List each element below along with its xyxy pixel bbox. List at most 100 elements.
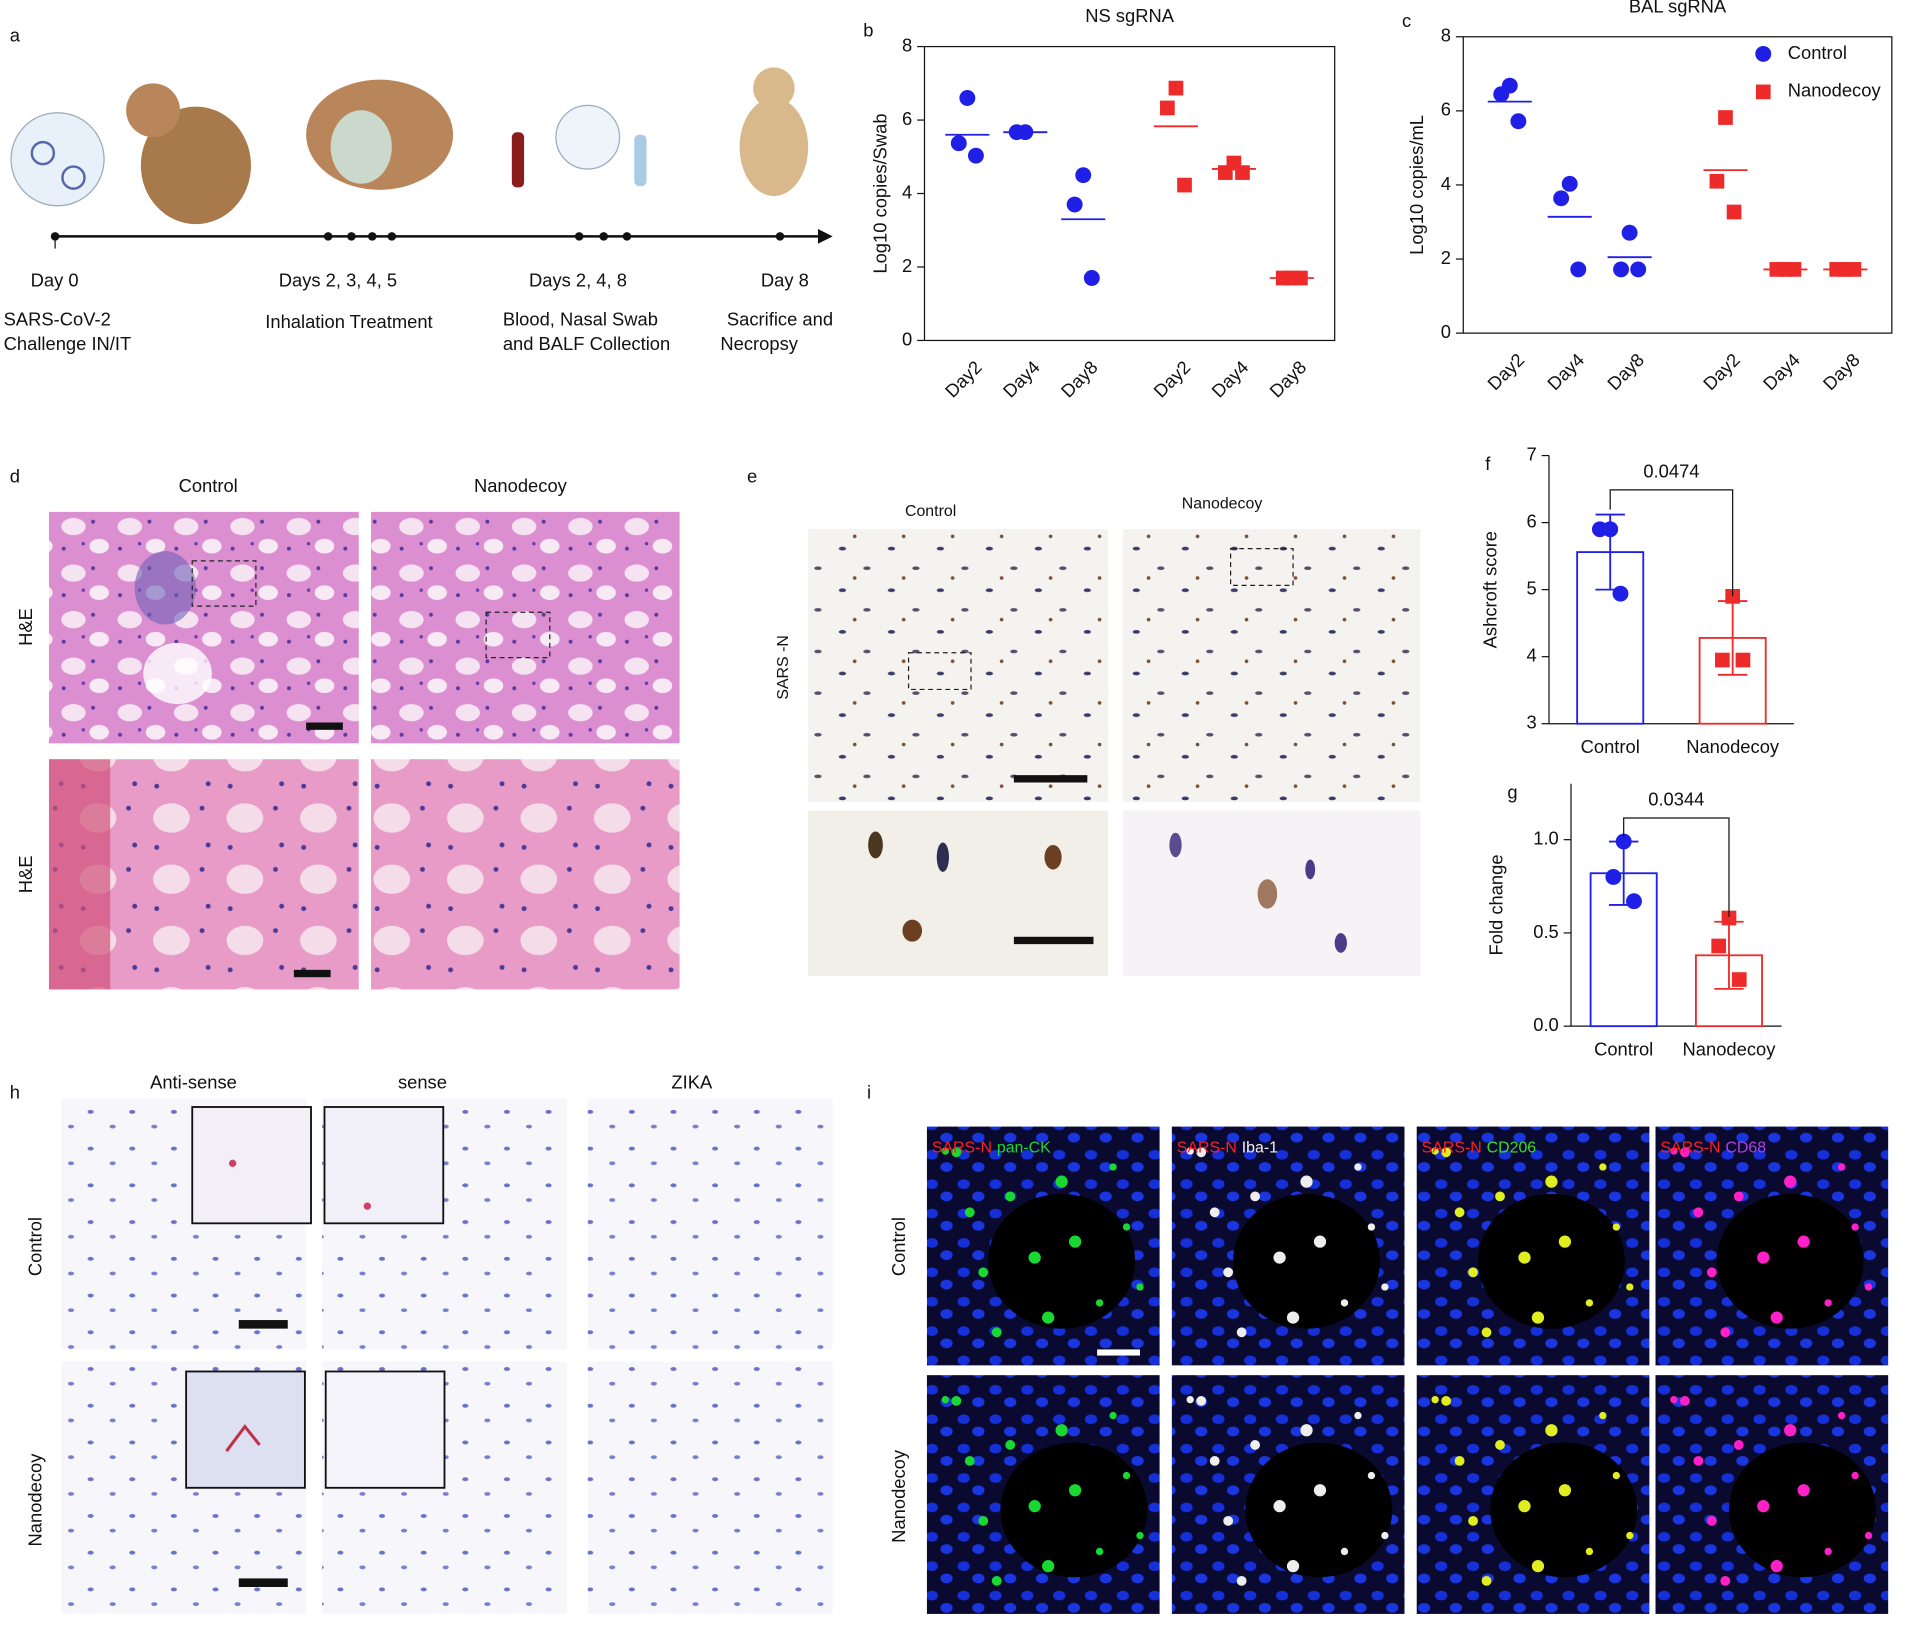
data-point — [1615, 833, 1632, 850]
timeline-ticks — [50, 232, 785, 249]
micrograph — [371, 511, 680, 744]
y-tick-label: 0 — [902, 328, 912, 349]
data-point — [1709, 173, 1725, 189]
signal — [1680, 1395, 1690, 1406]
panel-label: b — [863, 20, 873, 41]
signal — [1005, 1440, 1016, 1450]
signal — [1599, 1163, 1607, 1171]
signal — [1585, 1547, 1594, 1556]
data-point — [1711, 938, 1727, 954]
scale-bar — [306, 722, 343, 730]
signal — [1468, 1515, 1478, 1526]
signal — [1005, 1191, 1016, 1202]
signal — [1626, 1531, 1634, 1540]
lumen — [1728, 1442, 1876, 1578]
cell — [1044, 844, 1062, 870]
stain-name: Iba-1 — [1242, 1140, 1278, 1157]
data-point — [1725, 589, 1740, 604]
x-tick-label: Day2 — [1483, 349, 1528, 394]
signal — [978, 1515, 989, 1526]
signal — [1367, 1223, 1376, 1231]
signal — [1468, 1267, 1478, 1278]
lumen — [1000, 1442, 1148, 1578]
data-point — [1075, 167, 1092, 184]
signal — [1095, 1299, 1104, 1307]
signal — [1706, 1515, 1717, 1526]
x-tick-label: Control — [1594, 1039, 1653, 1060]
signal — [1612, 1223, 1620, 1231]
signal — [1300, 1424, 1313, 1437]
x-tick-label: Day2 — [941, 356, 986, 401]
timepoint: Days 2, 4, 8 — [529, 270, 627, 291]
tick-dot — [50, 232, 60, 241]
data-point — [1626, 893, 1642, 910]
y-tick-label: 8 — [1441, 25, 1451, 46]
signal — [1824, 1299, 1832, 1307]
x-tick-label: Day4 — [1543, 349, 1588, 394]
y-axis-label: Fold change — [1485, 854, 1506, 955]
signal — [1545, 1424, 1558, 1437]
data-point — [1510, 113, 1527, 130]
column-label: Nanodecoy — [474, 475, 568, 496]
signal — [1042, 1560, 1055, 1573]
data-point — [1726, 204, 1742, 220]
cell — [1169, 832, 1182, 858]
scale-bar — [1013, 936, 1094, 945]
signal — [1495, 1191, 1505, 1202]
data-point — [1613, 261, 1630, 278]
x-tick-label: Day4 — [1207, 356, 1252, 401]
timepoint: Day 0 — [31, 270, 79, 291]
signal — [1223, 1267, 1234, 1278]
signal — [1431, 1147, 1439, 1155]
tick-dot — [622, 232, 632, 241]
virus-inset — [10, 112, 105, 207]
signal — [991, 1575, 1002, 1586]
signal — [1770, 1311, 1783, 1324]
signal — [1784, 1424, 1797, 1437]
signal — [1354, 1411, 1362, 1420]
stain-name: SARS-N — [932, 1140, 992, 1157]
signal — [1531, 1311, 1545, 1324]
signal — [1441, 1147, 1452, 1158]
signal — [941, 1147, 949, 1155]
tick-dot — [775, 232, 785, 241]
legend-marker — [1755, 45, 1772, 62]
cell — [1257, 879, 1278, 909]
signal — [1784, 1175, 1797, 1188]
micrograph — [48, 511, 359, 744]
lumen — [988, 1193, 1136, 1329]
zoom-box — [191, 560, 257, 607]
data-point — [1493, 86, 1510, 103]
stain-label: SARS-N pan-CK — [932, 1140, 1051, 1157]
tick-dot — [323, 232, 333, 241]
signal — [1300, 1175, 1313, 1188]
signal — [1518, 1500, 1531, 1513]
row-label: SARS -N — [775, 635, 792, 700]
signal — [1196, 1395, 1207, 1406]
signal — [1381, 1531, 1389, 1540]
panel-label: g — [1507, 781, 1517, 802]
column-label: ZIKA — [671, 1072, 713, 1093]
description: Challenge IN/IT — [4, 333, 132, 354]
data-point — [1177, 177, 1192, 193]
virus-icon — [61, 165, 86, 190]
bar — [1698, 636, 1767, 725]
signal — [1693, 1207, 1704, 1218]
y-tick-label: 6 — [1527, 510, 1537, 531]
signal — [951, 1147, 962, 1158]
signal — [1864, 1531, 1873, 1540]
panel-label: e — [747, 465, 757, 486]
stain-label: SARS-N CD206 — [1422, 1140, 1537, 1157]
cell — [868, 831, 883, 859]
y-tick-label: 4 — [1527, 645, 1537, 666]
vessel — [143, 642, 212, 705]
scale-bar — [238, 1320, 288, 1329]
data-point — [959, 90, 976, 106]
scale-bar — [1097, 1349, 1140, 1356]
timepoint: Days 2, 3, 4, 5 — [279, 270, 397, 291]
zoom-box — [1230, 548, 1294, 586]
column-label: Control — [179, 475, 238, 496]
signal — [1824, 1547, 1832, 1556]
signal — [1340, 1547, 1349, 1556]
data-point — [1561, 175, 1578, 192]
